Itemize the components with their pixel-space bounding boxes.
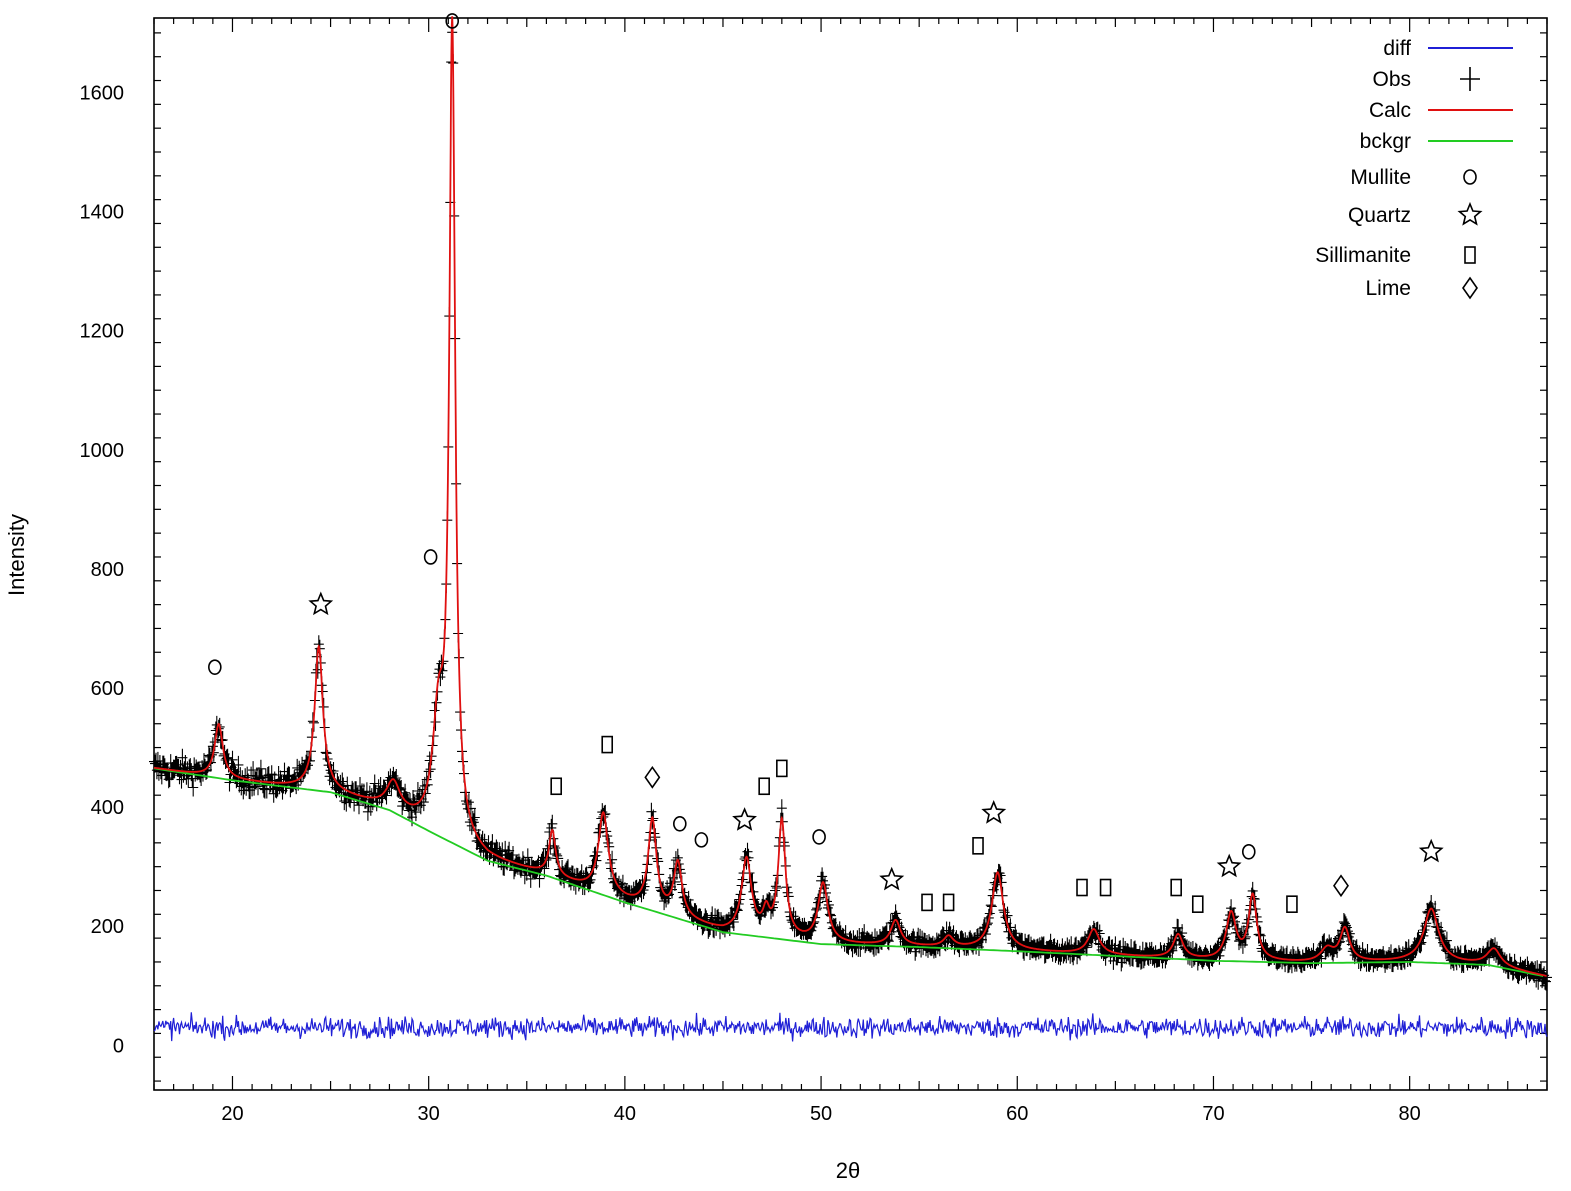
legend-label: Calc	[1369, 99, 1411, 122]
phase-marker-sillimanite-rect	[972, 837, 984, 855]
phase-marker-quartz-star	[732, 807, 757, 831]
y-axis-label: Intensity	[4, 514, 29, 596]
legend-symbol-mullite-circle	[1463, 169, 1477, 185]
phase-marker-mullite-circle	[694, 832, 709, 848]
phase-marker-sillimanite-rect	[601, 735, 614, 754]
phase-marker-sillimanite-rect	[776, 759, 788, 778]
legend-symbol-plus	[1460, 67, 1480, 91]
phase-marker-sillimanite-rect	[1170, 878, 1182, 897]
x-axis-label: 2θ	[836, 1158, 860, 1183]
x-tick-label: 30	[418, 1103, 440, 1125]
calc-series	[153, 16, 1547, 977]
x-tick-label: 50	[810, 1103, 832, 1125]
y-tick-label: 200	[91, 916, 124, 938]
y-tick-label: 1600	[80, 82, 125, 104]
y-tick-label: 600	[91, 678, 124, 700]
legend-label: diff	[1383, 37, 1411, 60]
phase-marker-mullite-circle	[208, 659, 222, 675]
axes: 20 30 40 50 60 70 8002004006008001000120014001…	[80, 18, 1548, 1125]
obs-markers	[149, 23, 1552, 991]
plot-frame	[153, 17, 1548, 1091]
phase-marker-quartz-star	[1216, 853, 1242, 878]
y-tick-label: 1000	[80, 440, 125, 462]
y-tick-label: 400	[91, 797, 124, 819]
phase-marker-sillimanite-rect	[1076, 878, 1088, 897]
x-tick-label: 70	[1202, 1103, 1224, 1125]
phase-marker-sillimanite-rect	[1286, 895, 1298, 913]
legend-symbol-sillimanite-rect	[1464, 246, 1476, 264]
x-tick-label: 40	[614, 1103, 636, 1125]
phase-marker-sillimanite-rect	[550, 777, 563, 796]
legend-label: Mullite	[1350, 166, 1411, 189]
diff-series	[153, 1012, 1548, 1042]
x-tick-label: 80	[1399, 1103, 1421, 1125]
phase-marker-sillimanite-rect	[942, 893, 955, 912]
phase-marker-lime-diamond	[1333, 874, 1349, 898]
phase-marker-sillimanite-rect	[1099, 878, 1112, 897]
phase-marker-quartz-star	[1418, 838, 1444, 863]
phase-marker-lime-diamond	[644, 765, 661, 789]
y-tick-label: 1400	[80, 202, 125, 224]
phase-markers	[208, 13, 1444, 913]
phase-marker-mullite-circle	[445, 13, 460, 29]
legend-label: Obs	[1372, 68, 1411, 91]
observed-series	[149, 23, 1552, 991]
y-tick-label: 1200	[80, 321, 125, 343]
phase-marker-mullite-circle	[1241, 843, 1256, 860]
y-tick-label: 800	[91, 559, 124, 581]
diff-line	[153, 1012, 1548, 1042]
legend-symbol-quartz-star	[1457, 201, 1483, 226]
background-series	[153, 767, 1544, 977]
legend-label: Sillimanite	[1315, 244, 1411, 267]
phase-marker-sillimanite-rect	[758, 777, 770, 796]
phase-marker-sillimanite-rect	[1191, 895, 1204, 913]
x-tick-label: 20	[221, 1103, 243, 1125]
phase-marker-mullite-circle	[673, 815, 687, 832]
phase-marker-quartz-star	[981, 800, 1007, 824]
legend-symbol-lime-diamond	[1462, 276, 1478, 300]
phase-marker-quartz-star	[308, 591, 334, 616]
phase-marker-mullite-circle	[423, 549, 438, 565]
phase-marker-quartz-star	[879, 866, 905, 891]
legend-label: bckgr	[1360, 130, 1411, 153]
x-tick-label: 60	[1006, 1103, 1028, 1125]
legend: diff Obs Calc bckgr Mullite Quartz Sillimanite…	[1315, 37, 1513, 300]
bckgr-line	[153, 767, 1544, 977]
y-tick-label: 0	[113, 1035, 124, 1057]
phase-marker-sillimanite-rect	[921, 893, 933, 912]
legend-label: Lime	[1365, 277, 1411, 300]
calc-line	[153, 16, 1547, 977]
legend-label: Quartz	[1348, 204, 1411, 227]
phase-marker-mullite-circle	[812, 829, 826, 845]
